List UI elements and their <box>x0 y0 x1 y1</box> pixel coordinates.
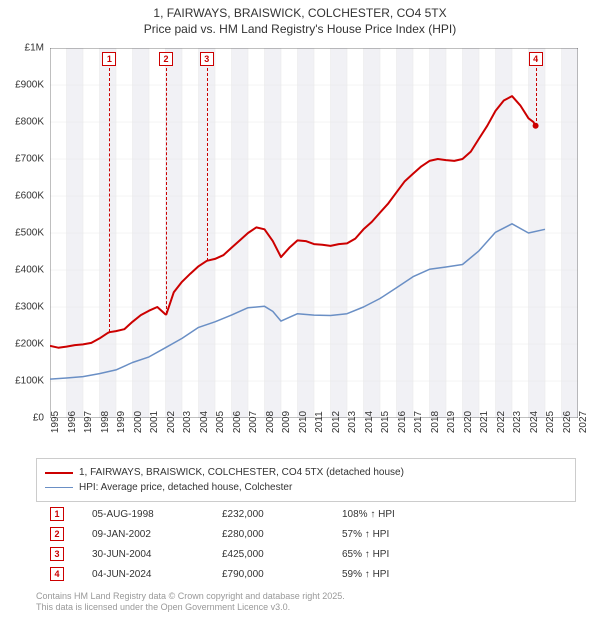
footer-line1: Contains HM Land Registry data © Crown c… <box>36 591 345 603</box>
annotation-table: 1 05-AUG-1998£232,000108% ↑ HPI 2 09-JAN-20… <box>36 504 576 584</box>
annotation-pct: 59% ↑ HPI <box>342 569 472 580</box>
y-tick-label: £1M <box>25 43 44 54</box>
y-tick-label: £700K <box>15 154 44 165</box>
y-axis: £0£100K£200K£300K£400K£500K£600K£700K£80… <box>0 48 48 418</box>
title-line2: Price paid vs. HM Land Registry's House … <box>0 22 600 38</box>
chart-marker-1: 1 <box>102 52 116 66</box>
annotation-date: 09-JAN-2002 <box>92 529 222 540</box>
x-tick-label: 1996 <box>67 411 78 433</box>
x-tick-label: 2012 <box>331 411 342 433</box>
annotation-marker: 3 <box>50 547 64 561</box>
x-tick-label: 2019 <box>446 411 457 433</box>
x-tick-label: 2020 <box>463 411 474 433</box>
x-tick-label: 2007 <box>248 411 259 433</box>
y-tick-label: £400K <box>15 265 44 276</box>
x-tick-label: 2025 <box>545 411 556 433</box>
x-tick-label: 2003 <box>182 411 193 433</box>
x-tick-label: 2017 <box>413 411 424 433</box>
y-tick-label: £600K <box>15 191 44 202</box>
y-tick-label: £100K <box>15 376 44 387</box>
annotation-price: £790,000 <box>222 569 342 580</box>
x-tick-label: 2013 <box>347 411 358 433</box>
marker-line <box>207 68 208 261</box>
legend: 1, FAIRWAYS, BRAISWICK, COLCHESTER, CO4 … <box>36 458 576 502</box>
annotation-row: 2 09-JAN-2002£280,00057% ↑ HPI <box>36 524 576 544</box>
marker-line <box>166 68 167 314</box>
legend-swatch <box>45 487 73 488</box>
annotation-marker: 1 <box>50 507 64 521</box>
x-tick-label: 2000 <box>133 411 144 433</box>
marker-line <box>536 68 537 126</box>
title-line1: 1, FAIRWAYS, BRAISWICK, COLCHESTER, CO4 … <box>0 6 600 22</box>
x-tick-label: 1998 <box>100 411 111 433</box>
x-tick-label: 2009 <box>281 411 292 433</box>
x-tick-label: 2026 <box>562 411 573 433</box>
x-tick-label: 2011 <box>314 411 325 433</box>
annotation-pct: 57% ↑ HPI <box>342 529 472 540</box>
annotation-date: 30-JUN-2004 <box>92 549 222 560</box>
x-tick-label: 2004 <box>199 411 210 433</box>
legend-swatch <box>45 472 73 474</box>
x-tick-label: 2001 <box>149 411 160 433</box>
chart-marker-4: 4 <box>529 52 543 66</box>
x-tick-label: 2008 <box>265 411 276 433</box>
x-tick-label: 2016 <box>397 411 408 433</box>
plot-area: 1 2 3 4 <box>50 48 578 418</box>
y-tick-label: £200K <box>15 339 44 350</box>
x-tick-label: 2002 <box>166 411 177 433</box>
annotation-row: 4 04-JUN-2024£790,00059% ↑ HPI <box>36 564 576 584</box>
x-tick-label: 2027 <box>578 411 589 433</box>
x-tick-label: 2024 <box>529 411 540 433</box>
x-tick-label: 2006 <box>232 411 243 433</box>
y-tick-label: £500K <box>15 228 44 239</box>
chart-container: 1, FAIRWAYS, BRAISWICK, COLCHESTER, CO4 … <box>0 0 600 620</box>
y-tick-label: £0 <box>33 413 44 424</box>
x-tick-label: 2023 <box>512 411 523 433</box>
legend-label: HPI: Average price, detached house, Colc… <box>79 480 292 495</box>
annotation-date: 04-JUN-2024 <box>92 569 222 580</box>
annotation-date: 05-AUG-1998 <box>92 509 222 520</box>
x-tick-label: 2021 <box>479 411 490 433</box>
x-tick-label: 1995 <box>50 411 61 433</box>
x-tick-label: 2015 <box>380 411 391 433</box>
footer: Contains HM Land Registry data © Crown c… <box>36 591 345 614</box>
x-tick-label: 2018 <box>430 411 441 433</box>
annotation-price: £280,000 <box>222 529 342 540</box>
x-tick-label: 2005 <box>215 411 226 433</box>
x-tick-label: 2014 <box>364 411 375 433</box>
y-tick-label: £800K <box>15 117 44 128</box>
annotation-price: £425,000 <box>222 549 342 560</box>
annotation-pct: 65% ↑ HPI <box>342 549 472 560</box>
x-axis: 1995199619971998199920002001200220032004… <box>50 420 578 460</box>
legend-label: 1, FAIRWAYS, BRAISWICK, COLCHESTER, CO4 … <box>79 465 404 480</box>
plot-svg <box>50 48 578 418</box>
x-tick-label: 1999 <box>116 411 127 433</box>
legend-row: 1, FAIRWAYS, BRAISWICK, COLCHESTER, CO4 … <box>45 465 567 480</box>
annotation-price: £232,000 <box>222 509 342 520</box>
annotation-marker: 4 <box>50 567 64 581</box>
y-tick-label: £900K <box>15 80 44 91</box>
footer-line2: This data is licensed under the Open Gov… <box>36 602 345 614</box>
x-tick-label: 2010 <box>298 411 309 433</box>
x-tick-label: 1997 <box>83 411 94 433</box>
legend-row: HPI: Average price, detached house, Colc… <box>45 480 567 495</box>
chart-marker-2: 2 <box>159 52 173 66</box>
annotation-pct: 108% ↑ HPI <box>342 509 472 520</box>
marker-line <box>109 68 110 332</box>
annotation-marker: 2 <box>50 527 64 541</box>
chart-marker-3: 3 <box>200 52 214 66</box>
title-block: 1, FAIRWAYS, BRAISWICK, COLCHESTER, CO4 … <box>0 0 600 37</box>
annotation-row: 3 30-JUN-2004£425,00065% ↑ HPI <box>36 544 576 564</box>
annotation-row: 1 05-AUG-1998£232,000108% ↑ HPI <box>36 504 576 524</box>
x-tick-label: 2022 <box>496 411 507 433</box>
y-tick-label: £300K <box>15 302 44 313</box>
